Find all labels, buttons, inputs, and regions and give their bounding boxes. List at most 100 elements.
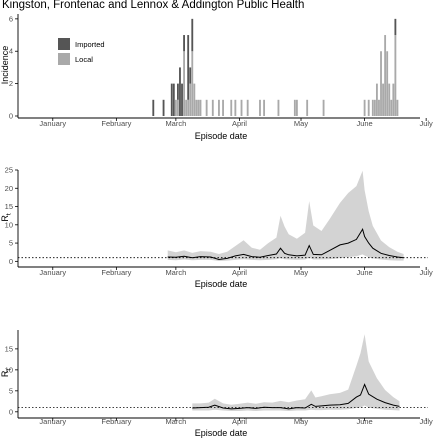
rt-series — [167, 170, 404, 261]
local-bar — [392, 83, 395, 116]
imported-bar — [170, 83, 173, 116]
x-tick-label: January — [39, 268, 66, 277]
local-bar — [234, 99, 237, 116]
local-bar — [386, 51, 389, 116]
imported-bar — [179, 67, 181, 116]
x-tick-label: March — [165, 417, 186, 426]
y-tick-label: 5 — [9, 386, 13, 395]
local-bar — [371, 99, 374, 116]
imported-bar — [191, 18, 194, 52]
rt-ribbon — [192, 334, 400, 411]
legend: Imported Local — [58, 38, 105, 65]
x-tick-label: January — [39, 417, 66, 426]
y-tick-label: 25 — [5, 166, 13, 175]
local-bar — [259, 99, 261, 116]
x-tick-label: June — [356, 119, 372, 128]
local-bar — [218, 99, 220, 116]
y-tick-label: 2 — [9, 79, 13, 88]
x-tick-label: July — [419, 417, 433, 426]
local-bar — [382, 83, 384, 116]
imported-bar — [183, 35, 185, 52]
local-bar — [193, 83, 196, 116]
local-bar — [176, 99, 179, 116]
y-tick-label: 20 — [5, 184, 13, 193]
y-tick-label: 0 — [9, 257, 13, 266]
local-bar — [199, 99, 202, 116]
imported-bar — [187, 35, 190, 100]
local-bar — [263, 99, 266, 116]
local-bar — [197, 99, 200, 116]
local-bar — [205, 99, 208, 116]
legend-label-imported: Imported — [75, 40, 105, 49]
x-tick-label: February — [101, 119, 131, 128]
y-tick-label: 0 — [9, 407, 13, 416]
local-bar — [380, 51, 382, 116]
y-tick-label: 15 — [5, 202, 13, 211]
local-bar — [195, 99, 198, 116]
y-tick-label: 15 — [5, 344, 13, 353]
x-tick-label: June — [356, 268, 372, 277]
x-axis-title: Episode date — [195, 279, 248, 289]
x-tick-label: March — [165, 119, 186, 128]
local-bar — [378, 99, 380, 116]
local-bar — [384, 35, 387, 116]
y-tick-label: 10 — [5, 365, 13, 374]
local-bar — [293, 99, 296, 116]
local-bar — [394, 35, 397, 116]
local-bar — [295, 99, 298, 116]
imported-bar — [172, 83, 175, 116]
imported-bar — [162, 99, 165, 116]
x-tick-label: May — [294, 417, 308, 426]
y-tick-label: 10 — [5, 220, 13, 229]
local-bar — [375, 83, 378, 116]
local-bar — [222, 99, 224, 116]
local-bar — [373, 99, 376, 116]
rt-series — [192, 334, 400, 411]
imported-bar — [152, 99, 155, 116]
local-bar — [211, 99, 214, 116]
rt-ribbon — [167, 170, 404, 261]
legend-swatch-imported — [58, 38, 70, 50]
imported-bar — [189, 67, 192, 84]
legend-swatch-local — [58, 53, 70, 65]
local-bar — [277, 99, 280, 116]
x-tick-label: June — [356, 417, 372, 426]
x-tick-label: March — [165, 268, 186, 277]
local-bar — [388, 83, 391, 116]
local-bar — [183, 51, 185, 116]
local-bar — [240, 99, 243, 116]
x-tick-label: May — [294, 268, 308, 277]
imported-bar — [394, 18, 397, 36]
y-tick-label: 0 — [9, 112, 13, 121]
y-tick-label: 4 — [9, 47, 13, 56]
x-axis-title: Episode date — [195, 131, 248, 141]
legend-label-local: Local — [75, 55, 93, 64]
rt-line — [167, 227, 404, 261]
local-bar — [367, 99, 370, 116]
local-bar — [246, 99, 249, 116]
local-bar — [396, 99, 399, 116]
local-bar — [185, 99, 188, 116]
local-bar — [363, 99, 366, 116]
x-axis-title: Episode date — [195, 428, 248, 438]
page-title: Kingston, Frontenac and Lennox & Addingt… — [2, 0, 305, 11]
y-axis-title: Rt — [0, 213, 13, 222]
local-bar — [174, 99, 177, 116]
x-tick-label: January — [39, 119, 66, 128]
y-axis-title: Rt — [0, 369, 13, 378]
local-bar — [230, 99, 233, 116]
x-tick-label: April — [232, 417, 247, 426]
local-bar — [322, 99, 325, 116]
imported-bar — [176, 83, 179, 100]
local-bar — [189, 83, 192, 116]
x-tick-label: July — [419, 268, 433, 277]
y-axis-title: Incidence — [0, 46, 10, 85]
imported-bar — [181, 83, 183, 116]
x-tick-label: July — [419, 119, 433, 128]
local-bar — [187, 99, 190, 116]
x-tick-label: May — [294, 119, 308, 128]
x-tick-label: February — [101, 268, 131, 277]
y-tick-label: 6 — [9, 14, 13, 23]
